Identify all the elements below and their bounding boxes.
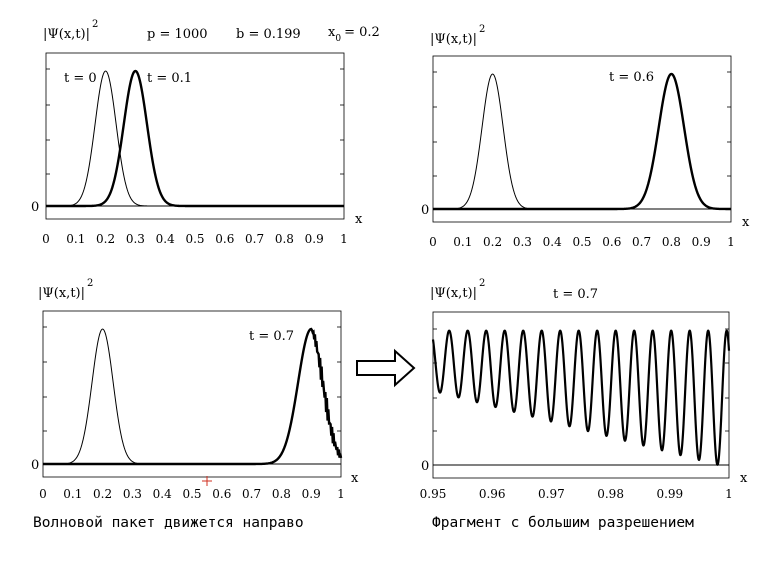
x-tick-label: 0.1 — [453, 235, 472, 249]
chart-4-ylabel-text: |Ψ(x,t)| — [430, 286, 477, 301]
chart-3-xticks: 0 0.1 0.2 0.3 0.4 0.5 0.6 0.7 0.8 0.9 1 — [39, 487, 345, 501]
x-tick-label: 0.8 — [272, 487, 291, 501]
chart-4-ylabel-power: 2 — [479, 278, 485, 289]
param-x0-value: = 0.2 — [344, 25, 380, 40]
x-tick-label: 0.8 — [662, 235, 681, 249]
x-tick-label: 0.1 — [63, 487, 82, 501]
chart-panel-3: |Ψ(x,t)|2 t = 0.7 0 x 0 0.1 0.2 0.3 0.4 0.5 0.… — [31, 278, 359, 501]
x-tick-label: 0.4 — [153, 487, 172, 501]
chart-2-ylabel-text: |Ψ(x,t)| — [430, 32, 477, 47]
chart-3-ylabel-text: |Ψ(x,t)| — [38, 286, 85, 301]
param-b: b = 0.199 — [236, 27, 301, 42]
x-tick-label: 1 — [727, 235, 735, 249]
chart-4-ylabel: |Ψ(x,t)|2 — [430, 278, 485, 301]
chart-1-annotation-t0: t = 0 — [64, 71, 97, 86]
x-tick-label: 0.98 — [597, 487, 624, 501]
x-tick-label: 0.7 — [632, 235, 651, 249]
chart-3-y-zero: 0 — [31, 458, 39, 473]
chart-4-annotation-t07: t = 0.7 — [553, 287, 598, 302]
chart-3-annotation-t07: t = 0.7 — [249, 329, 294, 344]
param-x0: x0 = 0.2 — [328, 25, 380, 44]
param-p: p = 1000 — [147, 27, 208, 42]
x-tick-label: 0 — [42, 232, 50, 246]
x-tick-label: 0.5 — [185, 232, 204, 246]
x-tick-label: 0.96 — [479, 487, 506, 501]
x-tick-label: 0.7 — [245, 232, 264, 246]
x-tick-label: 0.9 — [302, 487, 321, 501]
chart-1-xlabel: x — [355, 212, 363, 227]
chart-3-series-t07 — [43, 327, 343, 466]
x-tick-label: 0.99 — [656, 487, 683, 501]
chart-4-frame — [432, 311, 730, 479]
chart-1-y-zero: 0 — [31, 200, 39, 215]
caption-left: Волновой пакет движется направо — [33, 515, 304, 531]
chart-4-xlabel: x — [740, 471, 748, 486]
x-tick-label: 0.4 — [543, 235, 562, 249]
chart-3-xlabel: x — [351, 471, 359, 486]
chart-4-series-zoom — [431, 329, 731, 466]
chart-2-y-zero: 0 — [421, 203, 429, 218]
chart-panel-4: |Ψ(x,t)|2 t = 0.7 0 x 0.95 0.96 0.97 0.98 0.… — [420, 278, 748, 501]
chart-4-xticks: 0.95 0.96 0.97 0.98 0.99 1 — [420, 487, 733, 501]
chart-1-frame — [45, 52, 345, 220]
x-tick-label: 0.2 — [93, 487, 112, 501]
chart-2-annotation-t06: t = 0.6 — [609, 70, 654, 85]
chart-2-ylabel-power: 2 — [479, 24, 485, 35]
x-tick-label: 0.6 — [602, 235, 621, 249]
chart-1-annotation-t01: t = 0.1 — [147, 71, 192, 86]
caption-right: Фрагмент с большим разрешением — [432, 515, 694, 531]
x-tick-label: 0.9 — [305, 232, 324, 246]
x-tick-label: 1 — [340, 232, 348, 246]
x-tick-label: 0 — [429, 235, 437, 249]
param-x0-subscript: 0 — [335, 34, 341, 44]
chart-panel-2: |Ψ(x,t)|2 t = 0.6 0 x 0 0.1 0.2 0.3 0.4 0.5 0.… — [421, 24, 750, 249]
chart-1-series-t0 — [46, 70, 344, 207]
x-tick-label: 0 — [39, 487, 47, 501]
chart-3-ylabel: |Ψ(x,t)|2 — [38, 278, 93, 301]
chart-1-ylabel: |Ψ(x,t)|2 — [43, 19, 98, 42]
chart-3-frame — [42, 310, 342, 478]
x-tick-label: 0.2 — [96, 232, 115, 246]
x-tick-label: 0.5 — [182, 487, 201, 501]
x-tick-label: 0.6 — [212, 487, 231, 501]
x-tick-label: 0.8 — [275, 232, 294, 246]
chart-2-xlabel: x — [742, 215, 750, 230]
chart-1-xticks: 0 0.1 0.2 0.3 0.4 0.5 0.6 0.7 0.8 0.9 1 — [42, 232, 348, 246]
chart-1-ylabel-power: 2 — [92, 19, 98, 30]
x-tick-label: 0.5 — [572, 235, 591, 249]
x-tick-label: 1 — [725, 487, 733, 501]
x-tick-label: 0.6 — [215, 232, 234, 246]
chart-4-y-zero: 0 — [421, 459, 429, 474]
chart-1-yticks — [46, 68, 344, 175]
chart-1-ylabel-text: |Ψ(x,t)| — [43, 27, 90, 42]
x-tick-label: 0.1 — [66, 232, 85, 246]
x-tick-label: 0.3 — [513, 235, 532, 249]
chart-2-series-t06 — [433, 72, 731, 211]
x-tick-label: 0.3 — [126, 232, 145, 246]
x-tick-label: 0.7 — [242, 487, 261, 501]
x-tick-label: 0.2 — [483, 235, 502, 249]
x-tick-label: 0.9 — [692, 235, 711, 249]
chart-2-xticks: 0 0.1 0.2 0.3 0.4 0.5 0.6 0.7 0.8 0.9 1 — [429, 235, 735, 249]
chart-2-frame — [432, 55, 732, 223]
chart-panel-1: |Ψ(x,t)|2 t = 0 t = 0.1 0 x 0 0.1 0.2 0.3 0.… — [31, 19, 363, 246]
x-tick-label: 1 — [337, 487, 345, 501]
param-x0-symbol: x — [328, 25, 336, 40]
x-tick-label: 0.3 — [123, 487, 142, 501]
chart-3-ylabel-power: 2 — [87, 278, 93, 289]
x-tick-label: 0.97 — [538, 487, 565, 501]
x-tick-label: 0.95 — [420, 487, 447, 501]
chart-1-series-t01 — [46, 69, 344, 208]
chart-2-yticks — [433, 71, 731, 177]
right-arrow-icon — [356, 348, 416, 388]
cursor-cross-icon — [202, 476, 212, 486]
chart-3-yticks — [43, 326, 341, 432]
x-tick-label: 0.4 — [156, 232, 175, 246]
chart-2-ylabel: |Ψ(x,t)|2 — [430, 24, 485, 47]
